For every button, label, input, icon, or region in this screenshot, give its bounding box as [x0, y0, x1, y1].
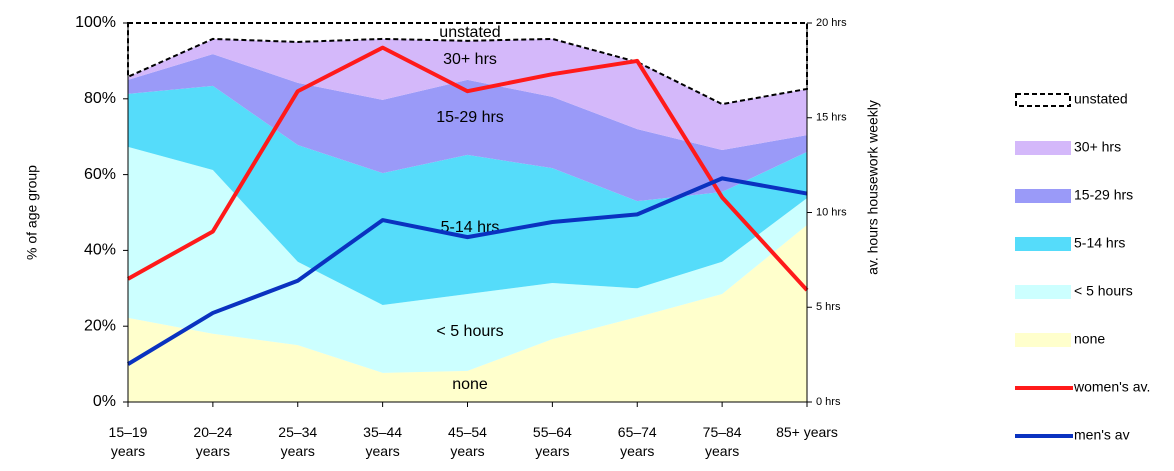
area: [128, 225, 807, 402]
line: [126, 176, 808, 366]
x-tick-label: 65–74 years: [617, 424, 657, 459]
area: [128, 38, 807, 150]
x-tick-label: 15–19 years: [108, 424, 148, 459]
x-tick-label: 85+ years: [776, 424, 838, 440]
y-tick-label: 60%: [84, 166, 116, 183]
area-label: 5-14 hrs: [441, 219, 500, 236]
legend-swatch: [1015, 141, 1071, 155]
y-tick-label: 0%: [93, 393, 116, 410]
area: [128, 146, 807, 373]
legend-label: men's av: [1074, 427, 1130, 443]
legend-label: 30+ hrs: [1074, 139, 1121, 155]
area-label: none: [452, 376, 488, 393]
legend-swatch: [1015, 93, 1071, 107]
x-tick-label: 75–84 years: [702, 424, 742, 459]
y2-tick-label: 20 hrs: [816, 17, 847, 29]
x-tick-label: 45–54 years: [448, 424, 487, 459]
y2-tick-label: 15 hrs: [816, 112, 847, 124]
y-axis-label: % of age group: [24, 165, 40, 260]
x-tick-label: 20–24 years: [193, 424, 233, 459]
y-tick-label: 100%: [75, 14, 116, 31]
x-tick-label: 35–44 years: [363, 424, 403, 459]
y2-tick-label: 5 hrs: [816, 301, 841, 313]
y2-tick-label: 10 hrs: [816, 206, 847, 218]
x-tick-label: 25–34 years: [278, 424, 318, 459]
area-label: 30+ hrs: [443, 51, 497, 68]
legend-swatch: [1015, 285, 1071, 299]
line: [127, 45, 809, 292]
legend-label: 5-14 hrs: [1074, 235, 1125, 251]
area: [128, 85, 807, 305]
y-tick-label: 40%: [84, 242, 116, 259]
legend-label: < 5 hours: [1074, 283, 1133, 299]
legend-swatch: [1015, 237, 1071, 251]
area-label: < 5 hours: [436, 323, 503, 340]
y-tick-label: 80%: [84, 90, 116, 107]
y2-tick-label: 0 hrs: [816, 396, 841, 408]
x-tick-label: 55–64 years: [532, 424, 572, 459]
legend-label: 15-29 hrs: [1074, 187, 1133, 203]
y2-axis-label: av. hours housework weekly: [865, 100, 881, 275]
legend-label: women's av.: [1073, 379, 1150, 395]
legend-swatch: [1015, 333, 1071, 347]
y-tick-label: 20%: [84, 317, 116, 334]
area-label: 15-29 hrs: [436, 109, 504, 126]
legend-label: none: [1074, 331, 1105, 347]
legend-label: unstated: [1074, 91, 1128, 107]
area-label: unstated: [439, 24, 500, 41]
legend-swatch: [1015, 189, 1071, 203]
